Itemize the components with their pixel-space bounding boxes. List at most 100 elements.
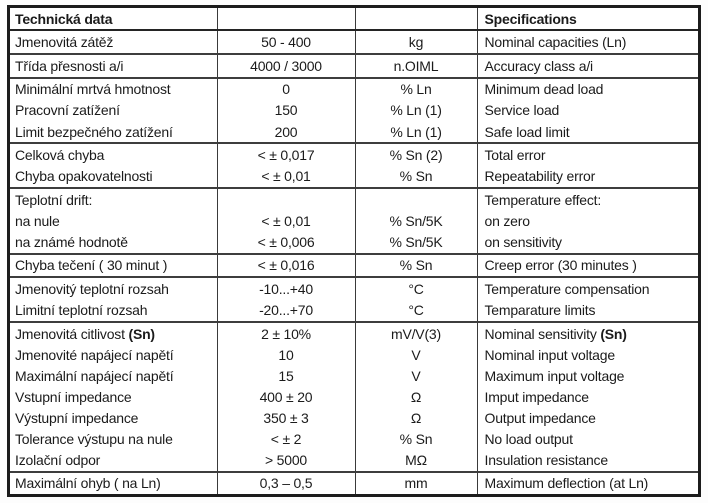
table-row-insulation-resistance: Izolační odpor > 5000 MΩ Insulation resi… [10, 449, 698, 473]
table-row-accuracy-class: Třída přesnosti a/i 4000 / 3000 n.OIML A… [10, 53, 698, 79]
spec-unit: % Ln (1) [355, 99, 478, 121]
spec-label-cs-bold: (Sn) [128, 325, 155, 342]
spec-label-en: Creep error (30 minutes ) [477, 253, 698, 279]
spec-unit: % Sn/5K [355, 231, 478, 255]
spec-label-cs: Výstupní impedance [10, 407, 218, 429]
spec-label-cs: Pracovní zatížení [10, 99, 218, 121]
spec-value: 400 ± 20 [217, 386, 356, 408]
spec-label-cs: Teplotní drift: [10, 187, 218, 211]
spec-value [217, 187, 356, 211]
spec-value: < ± 0,016 [217, 253, 356, 279]
spec-value: 50 - 400 [217, 30, 356, 55]
specifications-table: Technická data Specifications Jmenovitá … [10, 8, 698, 494]
spec-value: < ± 0,006 [217, 231, 356, 255]
spec-label-cs: Izolační odpor [10, 449, 218, 473]
spec-unit: MΩ [355, 449, 478, 473]
spec-label-cs: Třída přesnosti a/i [10, 53, 218, 79]
spec-unit: % Sn [355, 253, 478, 279]
spec-label-cs: Jmenovité napájecí napětí [10, 344, 218, 366]
spec-label-en: Imput impedance [484, 388, 590, 405]
table-row-effect-on-zero: na nule < ± 0,01 % Sn/5K on zero [10, 210, 698, 232]
spec-label-en: Repeatability error [477, 165, 698, 189]
spec-unit: % Sn [355, 165, 478, 189]
spec-label-en-bold: (Sn) [600, 325, 627, 342]
table-row-no-load-output: Tolerance výstupu na nule < ± 2 % Sn No … [10, 428, 698, 450]
spec-value: -10...+40 [217, 277, 356, 300]
spec-label-en: Minimum dead load [484, 81, 604, 98]
spec-label-en: Temperature effect: [484, 191, 602, 208]
spec-label-en: Output impedance [484, 409, 596, 426]
spec-label-en: Service load [484, 102, 560, 119]
table-row-repeatability-error: Chyba opakovatelnosti < ± 0,01 % Sn Repe… [10, 165, 698, 189]
spec-value: < ± 2 [217, 428, 356, 450]
table-row-effect-on-sensitivity: na známé hodnotě < ± 0,006 % Sn/5K on se… [10, 231, 698, 255]
spec-label-cs: Minimální mrtvá hmotnost [10, 77, 218, 100]
spec-label-en: Temparature limits [477, 299, 698, 323]
spec-unit [355, 187, 478, 211]
spec-label-cs: Vstupní impedance [10, 386, 218, 408]
spec-value: 0,3 – 0,5 [217, 471, 356, 494]
table-row-maximum-deflection: Maximální ohyb ( na Ln) 0,3 – 0,5 mm Max… [10, 471, 698, 494]
spec-label-cs: Tolerance výstupu na nule [10, 428, 218, 450]
spec-label-cs: Jmenovitá citlivost (Sn) [10, 321, 218, 345]
spec-label-cs: Limit bezpečného zatížení [10, 120, 218, 145]
spec-unit: V [355, 365, 478, 387]
spec-value: 150 [217, 99, 356, 121]
table-row-temperature-effect-header: Teplotní drift: Temperature effect: [10, 187, 698, 211]
spec-label-cs-text: Jmenovitá citlivost [15, 325, 129, 342]
table-row-service-load: Pracovní zatížení 150 % Ln (1) Service l… [10, 99, 698, 121]
spec-label-en: Total error [484, 146, 546, 163]
spec-label-en: Maximum input voltage [484, 367, 625, 384]
spec-unit: n.OIML [355, 53, 478, 79]
spec-label-cs: Maximální napájecí napětí [10, 365, 218, 387]
header-value-column [217, 8, 356, 32]
spec-value: 200 [217, 120, 356, 145]
spec-label-en: Safe load limit [477, 120, 698, 145]
spec-label-cs: Limitní teplotní rozsah [10, 299, 218, 323]
table-row-min-dead-load: Minimální mrtvá hmotnost 0 % Ln Minimum … [10, 77, 698, 100]
spec-label-en: Accuracy class a/i [477, 53, 698, 79]
spec-label-cs: Maximální ohyb ( na Ln) [10, 471, 218, 494]
spec-unit: % Ln [355, 77, 478, 100]
spec-label-en: on sensitivity [477, 231, 698, 255]
spec-unit: % Ln (1) [355, 120, 478, 145]
spec-label-en: Nominal input voltage [484, 346, 616, 363]
table-row-creep-error: Chyba tečení ( 30 minut ) < ± 0,016 % Sn… [10, 253, 698, 279]
spec-label-en-text: Nominal sensitivity [484, 325, 601, 342]
spec-label-en: Nominal capacities (Ln) [477, 30, 698, 55]
spec-label-cs: na nule [10, 210, 218, 232]
spec-label-cs: Jmenovitý teplotní rozsah [10, 277, 218, 300]
spec-value: 4000 / 3000 [217, 53, 356, 79]
spec-value: 15 [217, 365, 356, 387]
header-unit-column [355, 8, 478, 32]
spec-unit: mV/V(3) [355, 321, 478, 345]
table-row-temperature-limits: Limitní teplotní rozsah -20...+70 °C Tem… [10, 299, 698, 323]
table-row-total-error: Celková chyba < ± 0,017 % Sn (2) Total e… [10, 143, 698, 166]
spec-value: 2 ± 10% [217, 321, 356, 345]
table-row-nominal-input-voltage: Jmenovité napájecí napětí 10 V Nominal i… [10, 344, 698, 366]
spec-value: < ± 0,01 [217, 210, 356, 232]
spec-value: -20...+70 [217, 299, 356, 323]
spec-unit: % Sn (2) [355, 143, 478, 166]
table-header-row: Technická data Specifications [10, 8, 698, 32]
spec-value: 0 [217, 77, 356, 100]
spec-label-cs: Chyba tečení ( 30 minut ) [10, 253, 218, 279]
spec-label-en: Temperature compensation [484, 280, 650, 297]
table-row-nominal-capacity: Jmenovitá zátěž 50 - 400 kg Nominal capa… [10, 30, 698, 55]
table-row-maximum-input-voltage: Maximální napájecí napětí 15 V Maximum i… [10, 365, 698, 387]
spec-label-cs: Chyba opakovatelnosti [10, 165, 218, 189]
spec-label-cs: na známé hodnotě [10, 231, 218, 255]
spec-unit: °C [355, 299, 478, 323]
spec-unit: % Sn/5K [355, 210, 478, 232]
spec-unit: Ω [355, 386, 478, 408]
spec-unit: mm [355, 471, 478, 494]
spec-label-en: Maximum deflection (at Ln) [484, 475, 649, 492]
spec-value: > 5000 [217, 449, 356, 473]
spec-label-cs: Jmenovitá zátěž [10, 30, 218, 55]
spec-value: < ± 0,01 [217, 165, 356, 189]
specifications-table-frame: Technická data Specifications Jmenovitá … [7, 5, 701, 497]
spec-label-cs: Celková chyba [10, 143, 218, 166]
spec-unit: % Sn [355, 428, 478, 450]
table-row-nominal-sensitivity: Jmenovitá citlivost (Sn) 2 ± 10% mV/V(3)… [10, 321, 698, 345]
